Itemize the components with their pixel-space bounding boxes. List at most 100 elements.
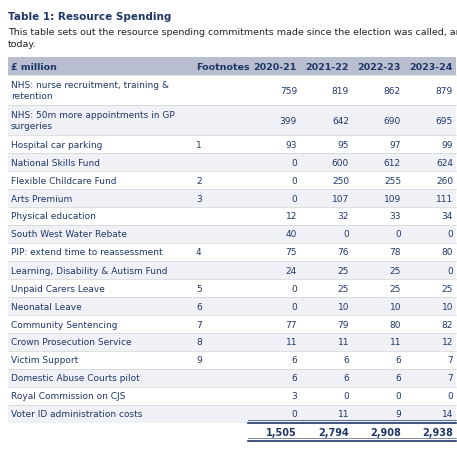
Text: 34: 34: [441, 212, 453, 221]
Bar: [8, 189, 456, 207]
Text: 2021-22: 2021-22: [305, 63, 349, 71]
Text: 0: 0: [291, 284, 297, 293]
Text: 7: 7: [447, 374, 453, 383]
Text: 2023-24: 2023-24: [409, 63, 453, 71]
Text: 1,505: 1,505: [266, 427, 297, 437]
Text: This table sets out the resource spending commitments made since the election wa: This table sets out the resource spendin…: [8, 28, 457, 37]
Text: 250: 250: [332, 176, 349, 185]
Text: 2,908: 2,908: [370, 427, 401, 437]
Text: 2: 2: [196, 176, 202, 185]
Text: 109: 109: [384, 194, 401, 203]
Text: 0: 0: [395, 230, 401, 239]
Bar: [8, 207, 456, 225]
Text: 0: 0: [291, 176, 297, 185]
Bar: [8, 262, 456, 279]
Text: 10: 10: [338, 302, 349, 311]
Text: 80: 80: [389, 320, 401, 329]
Text: Victim Support: Victim Support: [11, 356, 78, 365]
Text: Neonatal Leave: Neonatal Leave: [11, 302, 82, 311]
Text: 12: 12: [441, 338, 453, 347]
Bar: [8, 244, 456, 262]
Text: 25: 25: [390, 266, 401, 275]
Bar: [8, 351, 456, 369]
Text: 82: 82: [441, 320, 453, 329]
Text: 25: 25: [441, 284, 453, 293]
Text: 0: 0: [447, 230, 453, 239]
Bar: [8, 405, 456, 423]
Text: 40: 40: [286, 230, 297, 239]
Text: 24: 24: [286, 266, 297, 275]
Text: Arts Premium: Arts Premium: [11, 194, 72, 203]
Bar: [8, 369, 456, 387]
Text: 7: 7: [196, 320, 202, 329]
Text: 2,938: 2,938: [422, 427, 453, 437]
Text: 612: 612: [384, 158, 401, 167]
Text: £ million: £ million: [11, 63, 57, 71]
Text: South West Water Rebate: South West Water Rebate: [11, 230, 127, 239]
Text: 0: 0: [291, 302, 297, 311]
Text: 0: 0: [291, 194, 297, 203]
Text: 10: 10: [389, 302, 401, 311]
Text: 11: 11: [389, 338, 401, 347]
Text: 7: 7: [447, 356, 453, 365]
Text: National Skills Fund: National Skills Fund: [11, 158, 100, 167]
Text: Hospital car parking: Hospital car parking: [11, 140, 102, 149]
Text: 11: 11: [338, 410, 349, 419]
Bar: [8, 154, 456, 172]
Text: 6: 6: [395, 374, 401, 383]
Text: 0: 0: [343, 392, 349, 400]
Text: 879: 879: [436, 86, 453, 95]
Text: 111: 111: [436, 194, 453, 203]
Text: 695: 695: [436, 116, 453, 125]
Text: 95: 95: [338, 140, 349, 149]
Text: 6: 6: [343, 356, 349, 365]
Text: 25: 25: [338, 266, 349, 275]
Text: 8: 8: [196, 338, 202, 347]
Bar: [8, 333, 456, 351]
Text: 107: 107: [332, 194, 349, 203]
Text: 6: 6: [343, 374, 349, 383]
Text: Physical education: Physical education: [11, 212, 96, 221]
Text: 2,794: 2,794: [318, 427, 349, 437]
Text: 25: 25: [390, 284, 401, 293]
Text: 819: 819: [332, 86, 349, 95]
Text: 3: 3: [291, 392, 297, 400]
Text: 10: 10: [441, 302, 453, 311]
Text: 2022-23: 2022-23: [358, 63, 401, 71]
Text: 11: 11: [286, 338, 297, 347]
Text: 862: 862: [384, 86, 401, 95]
Bar: [8, 58, 456, 76]
Text: 0: 0: [291, 158, 297, 167]
Text: 33: 33: [389, 212, 401, 221]
Text: 5: 5: [196, 284, 202, 293]
Text: 2020-21: 2020-21: [254, 63, 297, 71]
Text: Table 1: Resource Spending: Table 1: Resource Spending: [8, 12, 171, 22]
Bar: [8, 315, 456, 333]
Text: Crown Prosecution Service: Crown Prosecution Service: [11, 338, 132, 347]
Text: 14: 14: [441, 410, 453, 419]
Text: 12: 12: [286, 212, 297, 221]
Text: Flexible Childcare Fund: Flexible Childcare Fund: [11, 176, 117, 185]
Text: 25: 25: [338, 284, 349, 293]
Text: 0: 0: [447, 266, 453, 275]
Bar: [8, 279, 456, 297]
Text: 6: 6: [291, 374, 297, 383]
Text: Domestic Abuse Courts pilot: Domestic Abuse Courts pilot: [11, 374, 140, 383]
Text: NHS: nurse recruitment, training &
retention: NHS: nurse recruitment, training & reten…: [11, 81, 169, 100]
Text: 4: 4: [196, 248, 202, 257]
Text: 9: 9: [395, 410, 401, 419]
Text: 260: 260: [436, 176, 453, 185]
Text: 690: 690: [384, 116, 401, 125]
Text: 399: 399: [280, 116, 297, 125]
Text: 80: 80: [441, 248, 453, 257]
Text: 624: 624: [436, 158, 453, 167]
Text: 11: 11: [338, 338, 349, 347]
Bar: [8, 225, 456, 244]
Text: 1: 1: [196, 140, 202, 149]
Text: NHS: 50m more appointments in GP
surgeries: NHS: 50m more appointments in GP surgeri…: [11, 111, 175, 131]
Text: 97: 97: [389, 140, 401, 149]
Text: Learning, Disability & Autism Fund: Learning, Disability & Autism Fund: [11, 266, 168, 275]
Text: Unpaid Carers Leave: Unpaid Carers Leave: [11, 284, 105, 293]
Text: 6: 6: [395, 356, 401, 365]
Text: 79: 79: [338, 320, 349, 329]
